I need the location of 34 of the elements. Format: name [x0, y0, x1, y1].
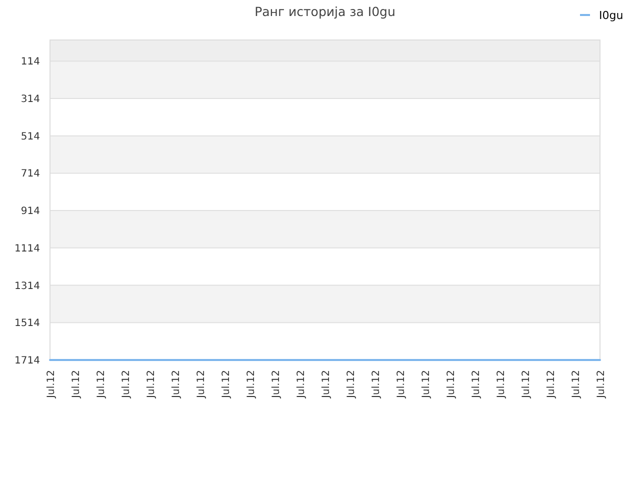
y-tick-label: 714	[20, 168, 40, 180]
y-tick-label: 114	[20, 56, 40, 68]
x-tick-label: Jul.12	[446, 370, 457, 399]
y-tick-label: 514	[20, 131, 40, 142]
x-tick-label: Jul.12	[321, 370, 332, 399]
x-tick-label: Jul.12	[296, 370, 307, 399]
x-tick-label: Jul.12	[46, 370, 57, 399]
x-tick-label: Jul.12	[496, 370, 507, 399]
x-tick-label: Jul.12	[546, 370, 557, 399]
legend-label: I0gu	[599, 9, 624, 22]
x-tick-label: Jul.12	[221, 370, 232, 399]
x-tick-label: Jul.12	[371, 370, 382, 399]
x-tick-label: Jul.12	[521, 370, 532, 399]
y-tick-label: 1714	[14, 356, 40, 366]
x-tick-label: Jul.12	[571, 370, 582, 399]
x-tick-label: Jul.12	[171, 370, 182, 399]
x-tick-label: Jul.12	[246, 370, 257, 399]
x-tick-label: Jul.12	[121, 370, 132, 399]
x-tick-label: Jul.12	[71, 370, 82, 399]
chart-title: Ранг историја за I0gu	[254, 4, 396, 19]
y-tick-label: 1514	[14, 318, 40, 330]
y-tick-label: 1114	[14, 243, 40, 254]
x-tick-label: Jul.12	[396, 370, 407, 399]
x-tick-label: Jul.12	[271, 370, 282, 399]
y-tick-label: 314	[20, 94, 40, 105]
x-tick-label: Jul.12	[471, 370, 482, 399]
x-tick-label: Jul.12	[196, 370, 207, 399]
y-tick-label: 914	[20, 206, 40, 218]
x-tick-label: Jul.12	[96, 370, 107, 399]
y-tick-label: 1314	[14, 280, 40, 292]
x-tick-label: Jul.12	[421, 370, 432, 399]
x-tick-label: Jul.12	[596, 370, 607, 399]
x-tick-label: Jul.12	[346, 370, 357, 399]
x-tick-label: Jul.12	[146, 370, 157, 399]
